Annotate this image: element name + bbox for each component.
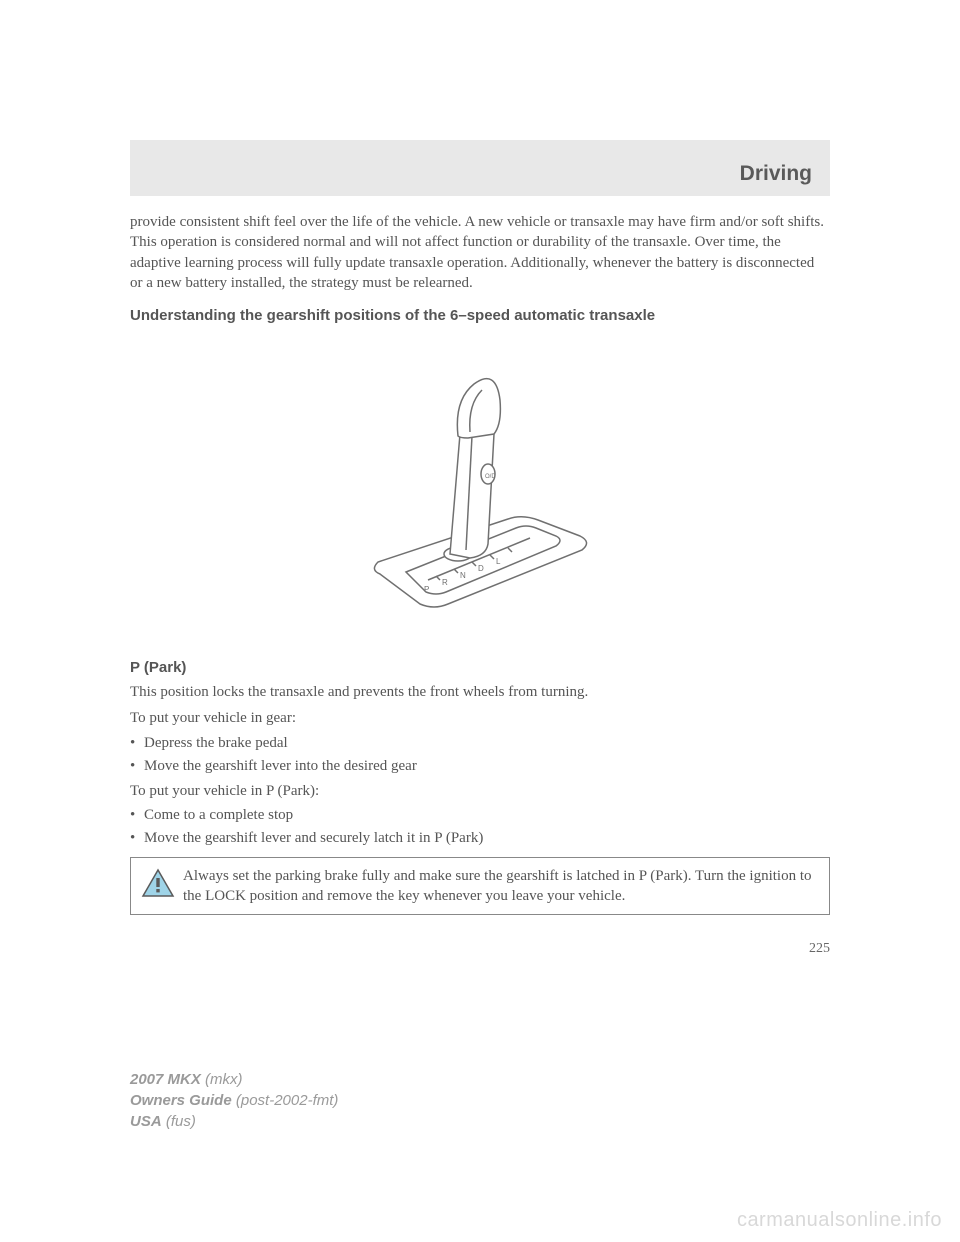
gear-label-p: P	[424, 585, 429, 594]
park-heading: P (Park)	[130, 659, 830, 676]
list-item: Move the gearshift lever and securely la…	[130, 830, 830, 847]
gear-label-l: L	[496, 557, 501, 566]
warning-icon	[141, 868, 175, 904]
svg-text:O/D: O/D	[485, 474, 496, 480]
to-park-label: To put your vehicle in P (Park):	[130, 781, 830, 801]
section-heading: Understanding the gearshift positions of…	[130, 307, 830, 324]
footer-block: 2007 MKX (mkx) Owners Guide (post-2002-f…	[130, 1069, 338, 1132]
section-header-title: Driving	[148, 162, 812, 186]
list-item: Come to a complete stop	[130, 807, 830, 824]
footer-line-1: 2007 MKX (mkx)	[130, 1069, 338, 1090]
gearshift-icon: O/D P R N D L	[350, 344, 610, 624]
gearshift-diagram: O/D P R N D L	[130, 344, 830, 629]
footer-line-2: Owners Guide (post-2002-fmt)	[130, 1090, 338, 1111]
to-gear-label: To put your vehicle in gear:	[130, 708, 830, 728]
park-desc: This position locks the transaxle and pr…	[130, 682, 830, 702]
gear-label-n: N	[460, 571, 466, 580]
manual-page: Driving provide consistent shift feel ov…	[0, 0, 960, 957]
warning-text: Always set the parking brake fully and m…	[183, 868, 811, 904]
footer-line-3: USA (fus)	[130, 1111, 338, 1132]
list-item: Depress the brake pedal	[130, 735, 830, 752]
section-header-box: Driving	[130, 140, 830, 196]
watermark-text: carmanualsonline.info	[737, 1209, 942, 1232]
list-item: Move the gearshift lever into the desire…	[130, 758, 830, 775]
intro-paragraph: provide consistent shift feel over the l…	[130, 212, 830, 293]
page-number: 225	[130, 941, 830, 957]
warning-box: Always set the parking brake fully and m…	[130, 857, 830, 916]
gear-label-r: R	[442, 578, 448, 587]
gear-label-d: D	[478, 564, 484, 573]
